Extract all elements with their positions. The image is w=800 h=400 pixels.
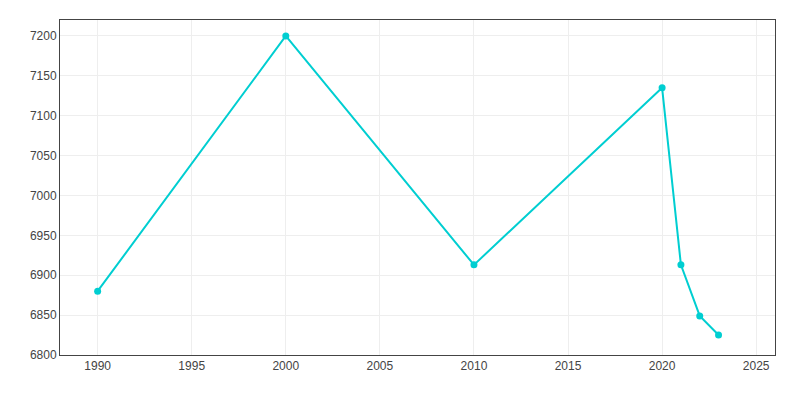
svg-text:2025: 2025 <box>743 359 770 373</box>
svg-text:2005: 2005 <box>367 359 394 373</box>
svg-text:2020: 2020 <box>649 359 676 373</box>
svg-text:7150: 7150 <box>30 69 57 83</box>
svg-text:6800: 6800 <box>30 348 57 362</box>
svg-text:2015: 2015 <box>555 359 582 373</box>
svg-text:7050: 7050 <box>30 149 57 163</box>
svg-text:2010: 2010 <box>461 359 488 373</box>
svg-text:7000: 7000 <box>30 189 57 203</box>
svg-text:6850: 6850 <box>30 308 57 322</box>
svg-text:7200: 7200 <box>30 29 57 43</box>
svg-text:1995: 1995 <box>178 359 205 373</box>
svg-text:1990: 1990 <box>84 359 111 373</box>
svg-text:6950: 6950 <box>30 229 57 243</box>
svg-text:2000: 2000 <box>272 359 299 373</box>
svg-text:7100: 7100 <box>30 109 57 123</box>
svg-text:6900: 6900 <box>30 268 57 282</box>
